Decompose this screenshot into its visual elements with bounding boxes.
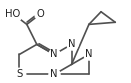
Text: O: O — [37, 9, 44, 19]
Text: N: N — [50, 69, 58, 79]
Text: N: N — [85, 49, 93, 59]
Text: N: N — [50, 49, 58, 59]
Text: HO: HO — [6, 9, 21, 19]
Text: N: N — [68, 39, 75, 49]
Text: S: S — [16, 69, 23, 79]
